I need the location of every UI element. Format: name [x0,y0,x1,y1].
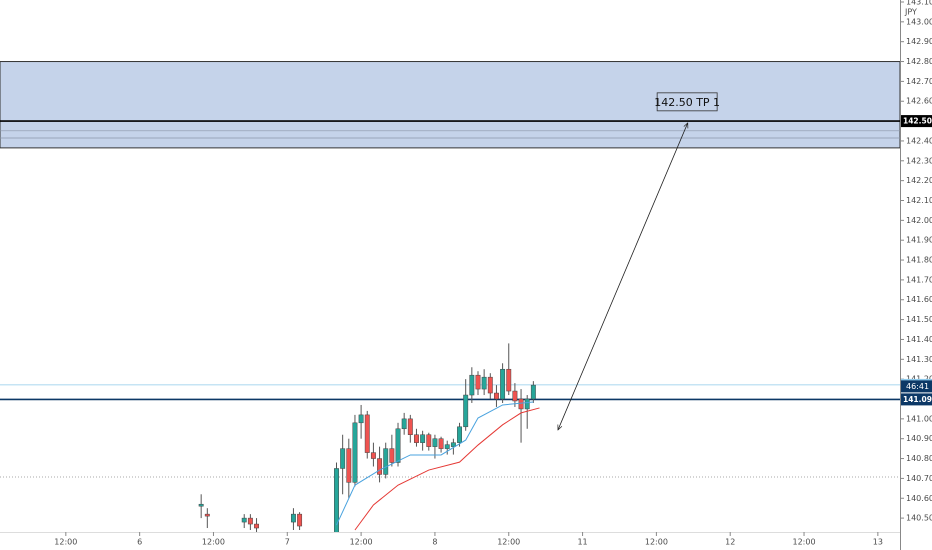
y-tick-label: 143.000 [906,17,932,26]
candle-body [407,418,413,435]
y-tick-label: 142.000 [906,216,932,225]
y-tick-label: 142.300 [906,156,932,165]
x-tick-label: 11 [577,538,587,547]
y-tick-label: 140.600 [906,494,932,503]
candle-body [198,503,204,507]
y-tick-label: 141.400 [906,335,932,344]
candle-body [364,414,370,453]
y-tick-label: 142.900 [906,37,932,46]
candle-body [426,434,432,447]
x-tick-label: 6 [137,538,142,547]
x-tick-label: 12:00 [350,538,373,547]
y-tick-label: 141.800 [906,256,932,265]
candle-body [346,448,352,483]
candle-body [358,414,364,424]
candle-body [395,428,401,463]
candle-body [438,438,444,449]
candle-body [469,374,475,396]
y-tick-label: 142.800 [906,57,932,66]
price-label: 141.098 [903,395,932,404]
candle-body [444,444,450,449]
candle-body [241,517,247,523]
candle-body [481,376,487,390]
y-tick-label: 142.600 [906,97,932,106]
candle-body [340,448,346,469]
candle-body [493,392,499,400]
price-label-box [901,393,932,406]
y-tick-label: 140.800 [906,454,932,463]
y-tick-label: 142.100 [906,196,932,205]
x-tick-label: 12 [725,538,735,547]
x-tick-label: 12:00 [793,538,816,547]
candle-body [432,438,438,447]
candle-body [500,368,506,400]
candle-body [475,374,481,390]
candle-body [506,368,512,392]
symbol: JPY [904,8,917,17]
y-tick-label: 141.700 [906,275,932,284]
arrow [558,123,688,430]
candle-body [420,434,426,443]
x-tick-label: 7 [285,538,290,547]
candle-body [463,394,469,428]
candle-body [297,513,303,527]
candle-body [377,458,383,475]
x-tick-label: 12:00 [202,538,225,547]
y-tick-label: 141.500 [906,315,932,324]
y-tick-label: 141.900 [906,236,932,245]
moving-average [336,401,534,526]
annotation-text: 142.50 TP 1 [654,96,720,109]
y-tick-label: 142.700 [906,77,932,86]
y-tick-label: 142.200 [906,176,932,185]
annotation-box [656,92,718,112]
y-tick-label: 140.500 [906,514,932,523]
candle-body [334,468,339,532]
countdown-box [901,380,932,393]
y-tick-label: 141.000 [906,414,932,423]
candle-body [383,448,389,475]
y-tick-label: 140.900 [906,434,932,443]
x-tick-label: 12:00 [645,538,668,547]
moving-average [354,407,540,531]
x-tick-label: 8 [432,538,437,547]
candle-body [518,398,524,410]
y-tick-label: 142.400 [906,136,932,145]
plot-area: 142.50 TP 1 [0,61,900,532]
y-tick-label: 143.100 [906,0,932,6]
y-tick-label: 141.600 [906,295,932,304]
zone [0,61,900,149]
candle-body [401,418,407,430]
x-tick-label: 12:00 [497,538,520,547]
candle-body [204,513,210,517]
candle-body [512,390,518,402]
candle-body [414,434,419,443]
candle-body [524,398,530,410]
candle-body [290,513,296,523]
candle-body [457,426,462,443]
y-tick-label: 140.700 [906,474,932,483]
candle-body [247,517,253,525]
price-label-box [901,115,932,128]
candle-body [254,523,259,529]
countdown: 46:41 [906,382,929,391]
y-tick-label: 141.300 [906,355,932,364]
candle-body [530,384,536,400]
candle-body [487,376,493,394]
candle-body [352,422,358,483]
x-tick-label: 13 [873,538,883,547]
price-label: 142.500 [903,117,932,126]
candle-body [389,448,395,463]
candle-body [450,442,456,447]
x-tick-label: 12:00 [54,538,77,547]
candle-body [370,452,376,459]
